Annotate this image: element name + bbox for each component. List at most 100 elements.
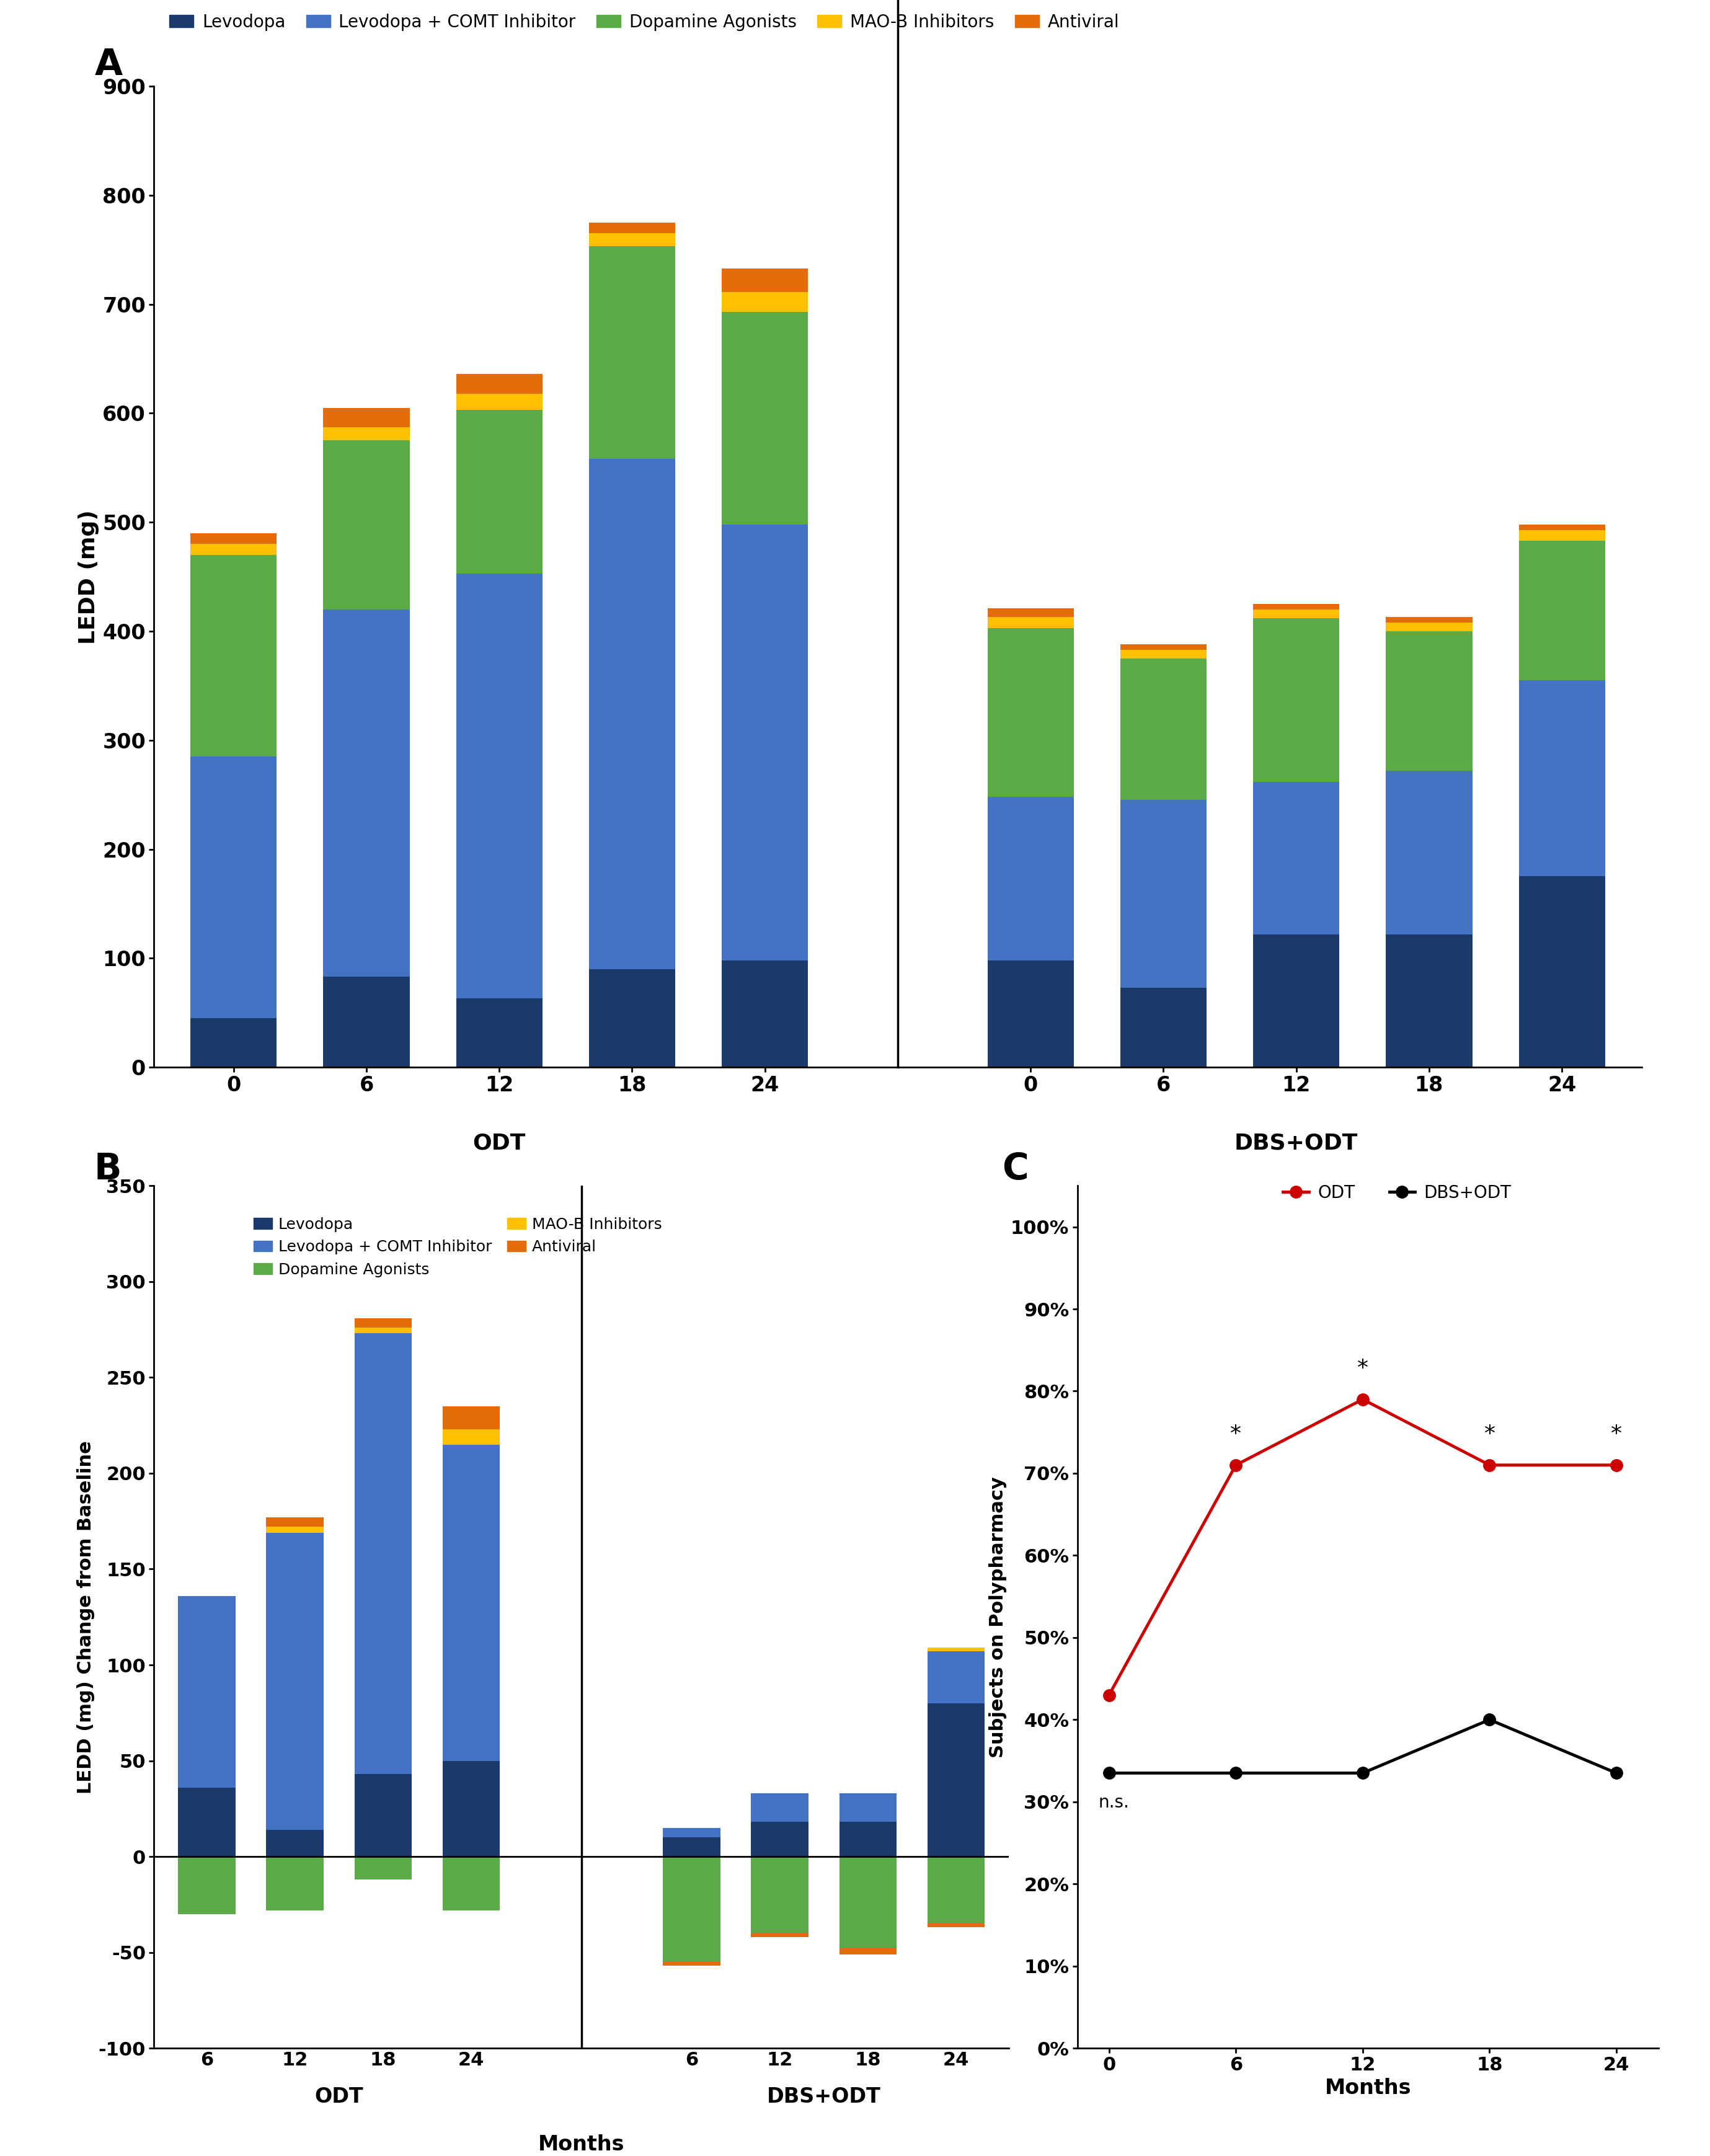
Bar [178, 1595, 236, 1787]
Bar [1518, 524, 1606, 530]
Bar [1253, 604, 1339, 610]
Bar [267, 1830, 323, 1856]
Bar [751, 1934, 809, 1936]
Bar [354, 1774, 412, 1856]
Bar [663, 1856, 720, 1962]
Bar [588, 246, 675, 459]
Bar [354, 1317, 412, 1328]
Bar [323, 610, 410, 977]
Bar [987, 798, 1074, 959]
Bar [354, 1332, 412, 1774]
Bar [443, 1429, 499, 1445]
Bar [457, 395, 542, 410]
Text: DBS+ODT: DBS+ODT [1235, 1132, 1358, 1153]
Bar [178, 1787, 236, 1856]
Bar [722, 293, 809, 313]
Bar [840, 1949, 896, 1953]
Bar [987, 608, 1074, 617]
Bar [840, 1822, 896, 1856]
Bar [354, 1856, 412, 1880]
Y-axis label: LEDD (mg) Change from Baseline: LEDD (mg) Change from Baseline [77, 1440, 96, 1794]
ODT [1100, 1682, 1120, 1708]
Bar [457, 410, 542, 573]
Bar [1385, 770, 1472, 934]
Bar [1120, 649, 1207, 658]
ODT [1226, 1453, 1247, 1479]
Legend: Levodopa, Levodopa + COMT Inhibitor, Dopamine Agonists, MAO-B Inhibitors, Antivi: Levodopa, Levodopa + COMT Inhibitor, Dop… [248, 1212, 669, 1283]
Text: C: C [1002, 1151, 1028, 1186]
Bar [1385, 934, 1472, 1067]
Bar [588, 970, 675, 1067]
Bar [722, 267, 809, 293]
Legend: Levodopa, Levodopa + COMT Inhibitor, Dopamine Agonists, MAO-B Inhibitors, Antivi: Levodopa, Levodopa + COMT Inhibitor, Dop… [162, 6, 1127, 37]
Bar [443, 1445, 499, 1761]
Bar [663, 1837, 720, 1856]
Bar [663, 1962, 720, 1966]
Bar [354, 1328, 412, 1332]
Bar [751, 1822, 809, 1856]
Text: Months: Months [539, 2134, 624, 2154]
Bar [1518, 541, 1606, 681]
Legend: ODT, DBS+ODT: ODT, DBS+ODT [1276, 1177, 1518, 1207]
Text: ODT: ODT [315, 2087, 364, 2106]
Bar [190, 543, 277, 554]
Bar [323, 977, 410, 1067]
Bar [443, 1856, 499, 1910]
Bar [190, 1018, 277, 1067]
Bar [588, 459, 675, 970]
DBS+ODT [1353, 1759, 1373, 1785]
Bar [1385, 617, 1472, 623]
ODT [1479, 1453, 1500, 1479]
Bar [722, 313, 809, 524]
Text: Months: Months [852, 1188, 944, 1207]
Bar [987, 627, 1074, 798]
Bar [443, 1406, 499, 1429]
Bar [663, 1828, 720, 1837]
Text: *: * [1484, 1423, 1495, 1445]
Bar [267, 1526, 323, 1533]
ODT [1606, 1453, 1626, 1479]
Bar [927, 1703, 985, 1856]
Bar [178, 1856, 236, 1915]
Bar [323, 440, 410, 610]
Bar [267, 1518, 323, 1526]
Line: DBS+ODT: DBS+ODT [1103, 1714, 1623, 1779]
Line: ODT: ODT [1103, 1393, 1623, 1701]
Text: *: * [1358, 1358, 1368, 1380]
Text: *: * [1229, 1423, 1241, 1445]
Bar [751, 1856, 809, 1934]
Bar [1253, 610, 1339, 619]
Bar [1120, 658, 1207, 800]
Bar [722, 959, 809, 1067]
Text: *: * [1611, 1423, 1623, 1445]
Bar [1385, 632, 1472, 770]
Bar [1518, 681, 1606, 877]
Bar [588, 222, 675, 233]
Bar [588, 233, 675, 246]
Bar [927, 1647, 985, 1651]
Bar [927, 1856, 985, 1923]
Bar [1120, 987, 1207, 1067]
Bar [1120, 800, 1207, 987]
Bar [190, 533, 277, 543]
Bar [190, 757, 277, 1018]
Bar [323, 427, 410, 440]
Bar [987, 617, 1074, 627]
X-axis label: Months: Months [1325, 2078, 1411, 2098]
Bar [927, 1923, 985, 1927]
Bar [1518, 877, 1606, 1067]
Bar [1518, 530, 1606, 541]
Y-axis label: Subjects on Polypharmacy: Subjects on Polypharmacy [988, 1477, 1007, 1757]
Bar [457, 998, 542, 1067]
DBS+ODT [1100, 1759, 1120, 1785]
Bar [1253, 934, 1339, 1067]
Bar [927, 1651, 985, 1703]
Bar [1385, 623, 1472, 632]
Bar [1120, 645, 1207, 649]
ODT [1353, 1386, 1373, 1412]
Text: n.s.: n.s. [1098, 1794, 1129, 1811]
Y-axis label: LEDD (mg): LEDD (mg) [79, 509, 99, 645]
Text: DBS+ODT: DBS+ODT [766, 2087, 881, 2106]
Bar [457, 373, 542, 395]
Bar [722, 524, 809, 959]
